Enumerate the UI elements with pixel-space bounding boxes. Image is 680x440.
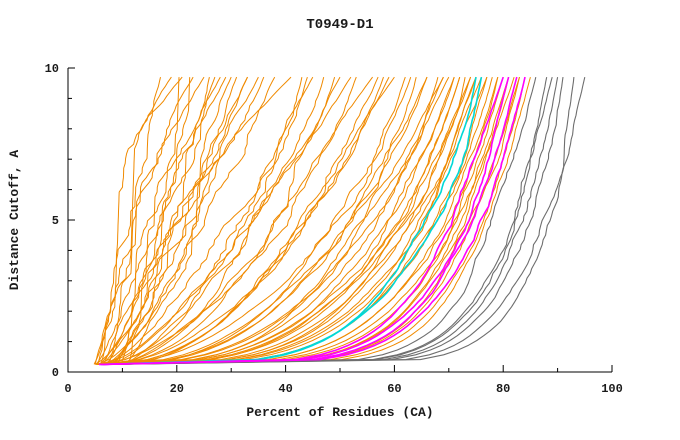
x-tick-label: 100 bbox=[601, 382, 623, 396]
curve-predictions-orange bbox=[97, 77, 466, 365]
curve-predictions-gray bbox=[107, 77, 564, 365]
curve-predictions-orange bbox=[100, 76, 183, 365]
curve-predictions-orange bbox=[94, 76, 161, 365]
x-tick-label: 40 bbox=[278, 382, 292, 396]
curve-predictions-orange bbox=[101, 76, 395, 365]
curve-predictions-orange bbox=[95, 76, 477, 365]
curve-predictions-orange bbox=[102, 76, 205, 365]
curve-predictions-orange bbox=[110, 76, 510, 365]
curve-highlight-cyan bbox=[100, 76, 477, 366]
curve-predictions-orange bbox=[120, 77, 180, 365]
curve-predictions-orange bbox=[112, 76, 232, 365]
curve-predictions-orange bbox=[112, 76, 499, 365]
curve-predictions-gray bbox=[111, 76, 559, 365]
curve-predictions-orange bbox=[100, 76, 520, 365]
curve-predictions-orange bbox=[97, 76, 406, 365]
curve-predictions-gray bbox=[114, 76, 586, 365]
curve-predictions-orange bbox=[101, 76, 504, 365]
curve-predictions-gray bbox=[104, 76, 553, 365]
x-tick-label: 0 bbox=[64, 382, 71, 396]
x-tick-label: 60 bbox=[387, 382, 401, 396]
curve-predictions-orange bbox=[103, 76, 515, 365]
curve-predictions-orange bbox=[108, 76, 428, 365]
curve-predictions-orange bbox=[96, 76, 444, 365]
x-tick-label: 20 bbox=[170, 382, 184, 396]
curve-predictions-orange bbox=[94, 76, 259, 365]
tick-labels-layer: 0 20 40 60 80 100 0 5 10 bbox=[45, 62, 623, 396]
curve-predictions-orange bbox=[93, 76, 194, 365]
curve-predictions-orange bbox=[116, 76, 477, 365]
curve-predictions-orange bbox=[120, 76, 303, 365]
curve-predictions-orange bbox=[100, 76, 482, 365]
curve-predictions-orange bbox=[115, 76, 412, 365]
curve-highlight-magenta bbox=[100, 76, 510, 366]
curve-predictions-orange bbox=[104, 76, 276, 365]
curve-predictions-gray bbox=[108, 76, 548, 365]
curve-predictions-orange bbox=[124, 76, 248, 365]
curve-predictions-orange bbox=[114, 76, 336, 365]
curve-predictions-orange bbox=[95, 76, 216, 365]
curve-predictions-orange bbox=[127, 76, 210, 365]
x-axis-label: Percent of Residues (CA) bbox=[246, 405, 433, 420]
curve-predictions-orange bbox=[101, 76, 248, 365]
y-tick-label: 0 bbox=[52, 366, 59, 380]
curve-predictions-gray bbox=[106, 76, 537, 365]
curve-highlight-cyan bbox=[102, 76, 483, 366]
y-tick-label: 5 bbox=[52, 214, 59, 228]
x-tick-label: 80 bbox=[496, 382, 510, 396]
curve-predictions-orange bbox=[103, 76, 374, 365]
curve-predictions-orange bbox=[100, 76, 308, 365]
curve-predictions-orange bbox=[105, 76, 227, 365]
curve-predictions-orange bbox=[117, 76, 444, 365]
curve-predictions-orange bbox=[99, 76, 238, 365]
curve-predictions-orange bbox=[106, 76, 455, 365]
curve-predictions-orange bbox=[109, 76, 472, 365]
curve-highlight-magenta bbox=[103, 76, 504, 366]
curve-predictions-orange bbox=[97, 76, 292, 365]
curve-predictions-orange bbox=[97, 76, 531, 365]
chart-title: T0949-D1 bbox=[306, 17, 373, 33]
curve-predictions-orange bbox=[97, 76, 510, 365]
curve-predictions-orange bbox=[108, 77, 191, 365]
curve-predictions-gray bbox=[110, 77, 575, 365]
axes-layer bbox=[67, 67, 613, 373]
curve-predictions-orange bbox=[101, 76, 526, 365]
y-axis-label: Distance Cutoff, A bbox=[7, 150, 22, 291]
curve-predictions-orange bbox=[104, 76, 472, 365]
curve-predictions-orange bbox=[96, 76, 357, 365]
y-tick-label: 10 bbox=[45, 62, 59, 76]
curve-highlight-magenta bbox=[102, 76, 518, 366]
curve-highlight-magenta bbox=[98, 76, 526, 366]
curve-predictions-orange bbox=[103, 76, 450, 365]
curve-predictions-orange bbox=[119, 76, 379, 365]
curve-predictions-orange bbox=[107, 76, 314, 365]
curves-layer bbox=[93, 76, 586, 366]
curve-predictions-orange bbox=[114, 76, 461, 365]
